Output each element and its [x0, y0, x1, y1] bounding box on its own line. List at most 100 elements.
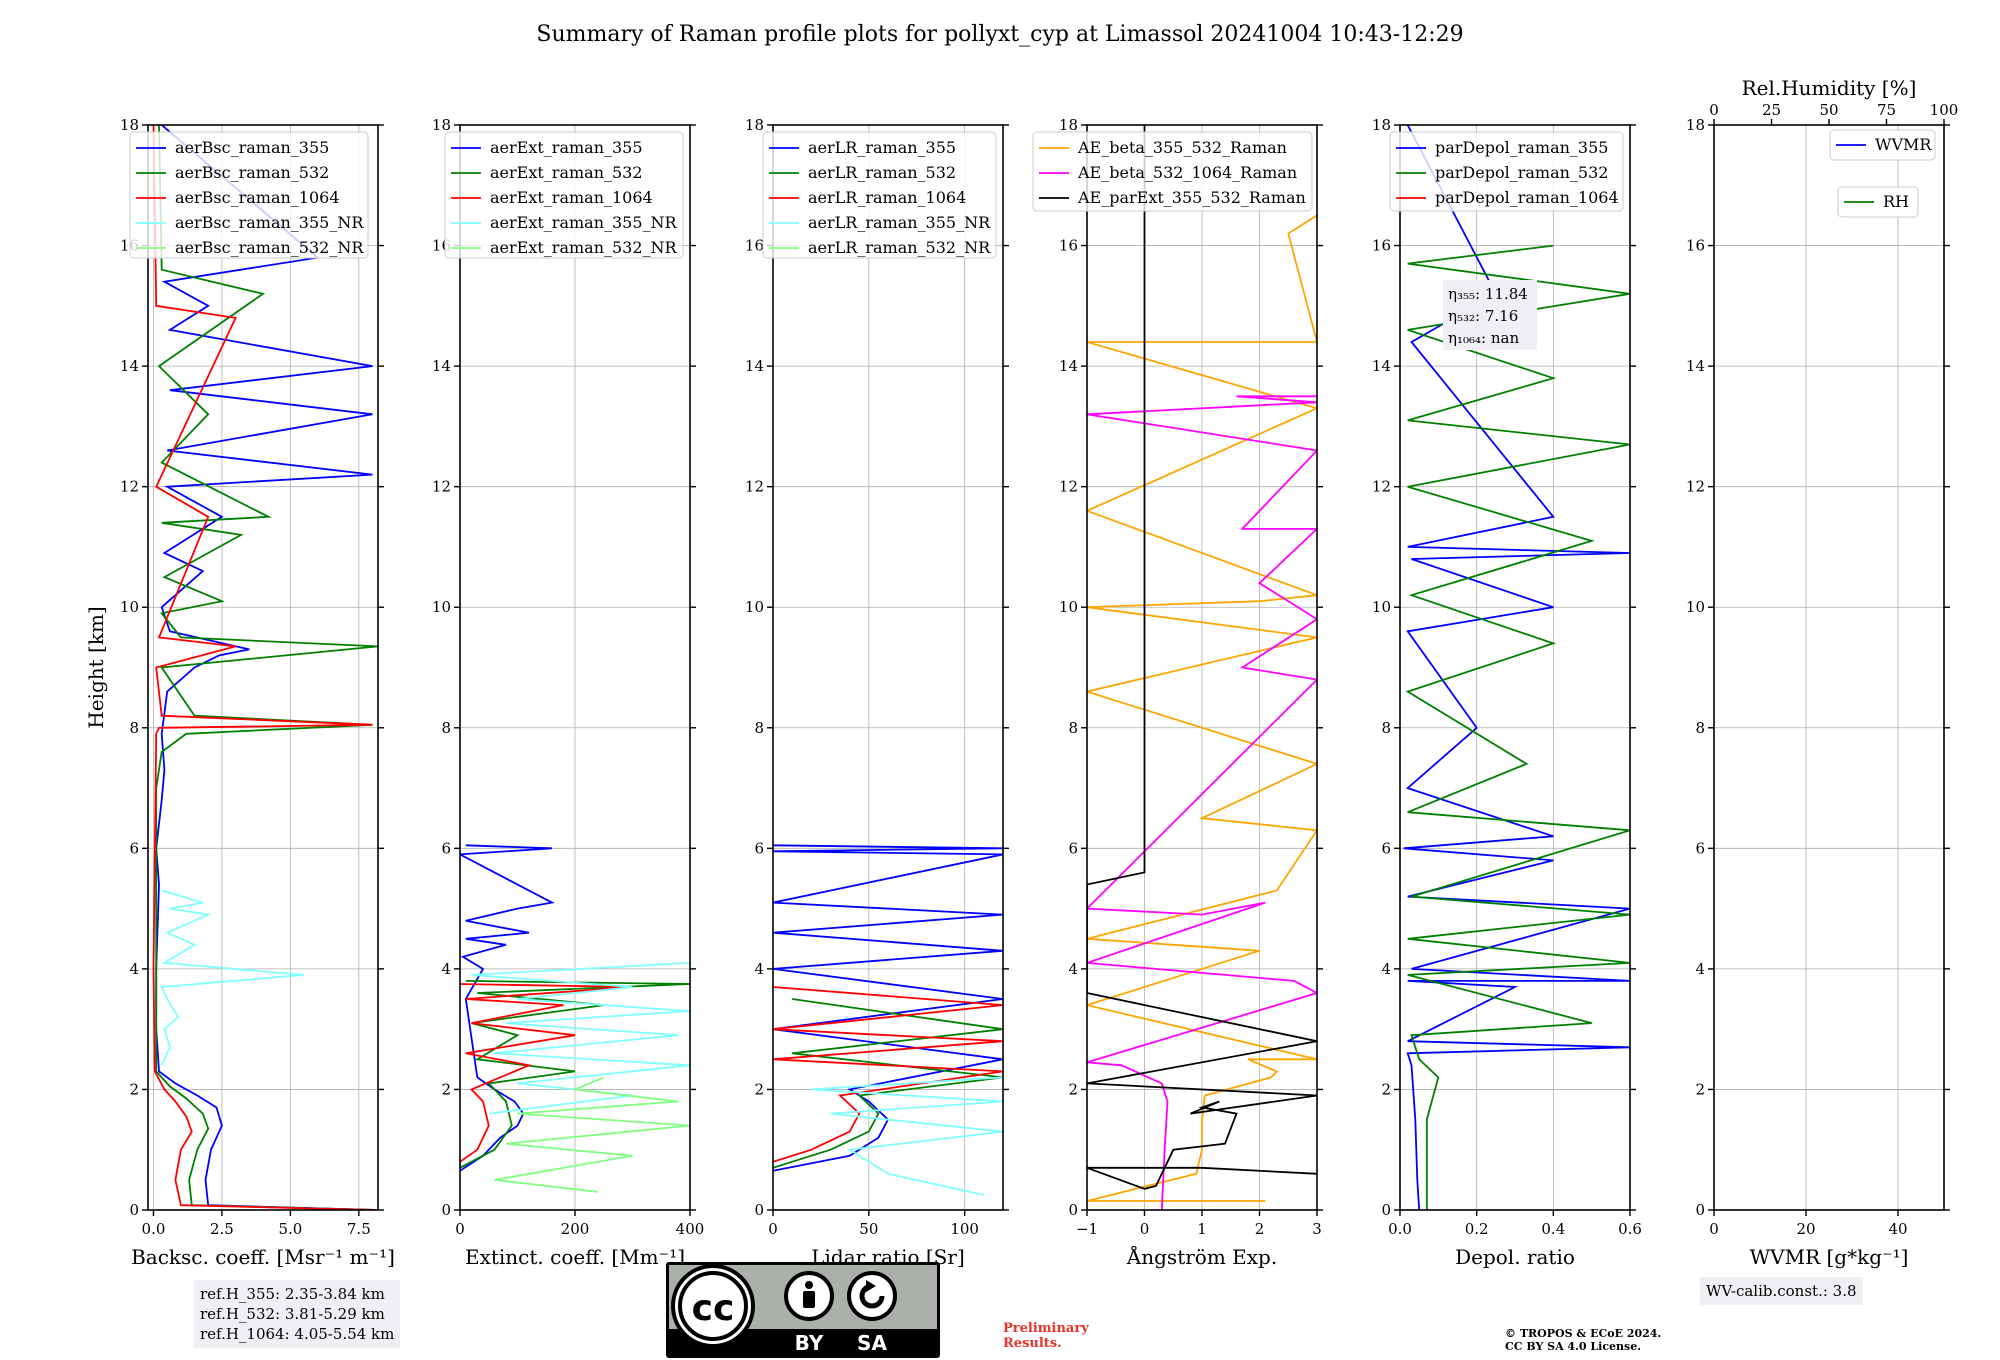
y-tick-label: 6 — [441, 839, 451, 857]
axes-frame — [147, 124, 379, 1211]
series-line-aerbsc-raman-1064 — [152, 125, 378, 1210]
sa-label: SA — [857, 1331, 887, 1355]
legend-box — [1032, 131, 1313, 212]
copyright-line-1: © TROPOS & ECoE 2024. — [1505, 1327, 1662, 1340]
y-tick-label: 2 — [1068, 1080, 1078, 1098]
legend-bsc: aerBsc_raman_355 aerBsc_raman_532 aerBsc_r… — [129, 131, 369, 259]
top-x-tick-label: 25 — [1762, 101, 1781, 119]
x-tick-label: 0 — [455, 1220, 465, 1238]
legend-box — [1829, 129, 1936, 161]
x-tick-label: 40 — [1888, 1220, 1907, 1238]
ref-height-532: ref.H_532: 3.81-5.29 km — [200, 1305, 385, 1323]
y-tick-label: 0 — [1381, 1201, 1391, 1219]
legend-label-pardepol-raman-1064: parDepol_raman_1064 — [1435, 188, 1619, 207]
y-tick-label: 2 — [441, 1080, 451, 1098]
legend-label-aerext-raman-355: aerExt_raman_355 — [490, 138, 643, 157]
y-tick-label: 18 — [120, 116, 139, 134]
y-axis-label: Height [km] — [84, 606, 108, 728]
y-tick-label: 10 — [1686, 598, 1705, 616]
wv-calibration-box: WV-calib.const.: 3.8 — [1700, 1277, 1863, 1305]
cc-by-sa-license-badge: cc BY SA — [666, 1262, 940, 1358]
y-tick-label: 0 — [754, 1201, 764, 1219]
y-tick-label: 0 — [129, 1201, 139, 1219]
preliminary-line-2: Results. — [1003, 1336, 1062, 1351]
y-tick-label: 14 — [1372, 357, 1391, 375]
legend-label-rh: RH — [1883, 192, 1909, 211]
axes-frame — [772, 124, 1004, 1211]
y-tick-label: 10 — [745, 598, 764, 616]
x-tick-label: 3 — [1312, 1220, 1322, 1238]
y-tick-label: 12 — [1059, 478, 1078, 496]
series-group-bsc — [152, 125, 378, 1210]
y-tick-label: 12 — [745, 478, 764, 496]
series-line-aerext-raman-532 — [460, 980, 690, 1169]
copyright-note: © TROPOS & ECoE 2024. CC BY SA 4.0 Licen… — [1505, 1327, 1661, 1353]
x-tick-label: 0.2 — [1465, 1220, 1489, 1238]
x-axis-label: WVMR [g*kg⁻¹] — [1750, 1245, 1909, 1269]
reference-height-box: ref.H_355: 2.35-3.84 km ref.H_532: 3.81-… — [194, 1280, 401, 1348]
legend-lr: aerLR_raman_355 aerLR_raman_532 aerLR_rama… — [762, 131, 997, 259]
series-line-aerlr-raman-355-nr — [811, 1076, 1003, 1196]
series-line-aerext-raman-355 — [460, 844, 555, 1172]
x-tick-label: −1 — [1076, 1220, 1098, 1238]
y-tick-label: 0 — [1068, 1201, 1078, 1219]
legend-label-wvmr: WVMR — [1875, 135, 1932, 154]
y-tick-label: 18 — [432, 116, 451, 134]
x-tick-label: 400 — [676, 1220, 705, 1238]
x-tick-label: 50 — [859, 1220, 878, 1238]
series-line-pardepol-raman-532 — [1405, 244, 1630, 1210]
series-line-aerbsc-raman-355 — [155, 125, 378, 1210]
y-tick-label: 4 — [1381, 960, 1391, 978]
y-tick-label: 4 — [1068, 960, 1078, 978]
by-label: BY — [795, 1331, 824, 1355]
x-tick-label: 0.6 — [1618, 1220, 1642, 1238]
sa-share-alike-icon — [847, 1271, 897, 1321]
y-tick-label: 4 — [754, 960, 764, 978]
y-tick-label: 14 — [1686, 357, 1705, 375]
y-tick-label: 0 — [1695, 1201, 1705, 1219]
eta-line: η₁₀₆₄: nan — [1448, 329, 1519, 347]
y-tick-label: 16 — [1686, 237, 1705, 255]
preliminary-results-note: Preliminary Results. — [1003, 1321, 1089, 1351]
legend-wv-rh: RH — [1837, 186, 1919, 218]
legend-box — [1389, 131, 1624, 212]
y-tick-label: 18 — [1372, 116, 1391, 134]
legend-label-ae-beta-532-1064-raman: AE_beta_532_1064_Raman — [1077, 163, 1297, 182]
legend-label-aerlr-raman-1064: aerLR_raman_1064 — [808, 188, 966, 207]
ref-height-355: ref.H_355: 2.35-3.84 km — [200, 1285, 385, 1303]
legend-label-aerbsc-raman-355-nr: aerBsc_raman_355_NR — [175, 213, 364, 232]
y-tick-label: 2 — [129, 1080, 139, 1098]
y-tick-label: 10 — [120, 598, 139, 616]
y-tick-label: 14 — [432, 357, 451, 375]
x-tick-label: 1 — [1197, 1220, 1207, 1238]
legend-label-pardepol-raman-532: parDepol_raman_532 — [1435, 163, 1608, 182]
y-tick-label: 0 — [441, 1201, 451, 1219]
top-x-tick-label: 0 — [1709, 101, 1719, 119]
legend-label-ae-parext-355-532-raman: AE_parExt_355_532_Raman — [1077, 188, 1306, 207]
legend-label-aerlr-raman-532-nr: aerLR_raman_532_NR — [808, 238, 991, 257]
eta-box — [1443, 280, 1537, 350]
series-line-aerext-raman-1064 — [460, 983, 633, 1163]
wv-calib-const: WV-calib.const.: 3.8 — [1706, 1282, 1857, 1300]
legend-box — [1837, 186, 1919, 218]
y-tick-label: 8 — [129, 719, 139, 737]
y-tick-label: 6 — [129, 839, 139, 857]
legend-label-aerext-raman-532: aerExt_raman_532 — [490, 163, 643, 182]
legend-label-aerext-raman-1064: aerExt_raman_1064 — [490, 188, 653, 207]
legend-box — [129, 131, 369, 259]
y-tick-label: 16 — [1059, 237, 1078, 255]
legend-label-aerbsc-raman-532: aerBsc_raman_532 — [175, 163, 329, 182]
y-tick-label: 6 — [1068, 839, 1078, 857]
series-group-lr — [773, 844, 1003, 1196]
legend-label-pardepol-raman-355: parDepol_raman_355 — [1435, 138, 1608, 157]
legend-label-aerbsc-raman-532-nr: aerBsc_raman_532_NR — [175, 238, 364, 257]
x-tick-label: 7.5 — [347, 1220, 371, 1238]
y-tick-label: 10 — [1372, 598, 1391, 616]
legend-label-aerext-raman-355-nr: aerExt_raman_355_NR — [490, 213, 678, 232]
eta-line: η₃₅₅: 11.84 — [1448, 285, 1528, 303]
